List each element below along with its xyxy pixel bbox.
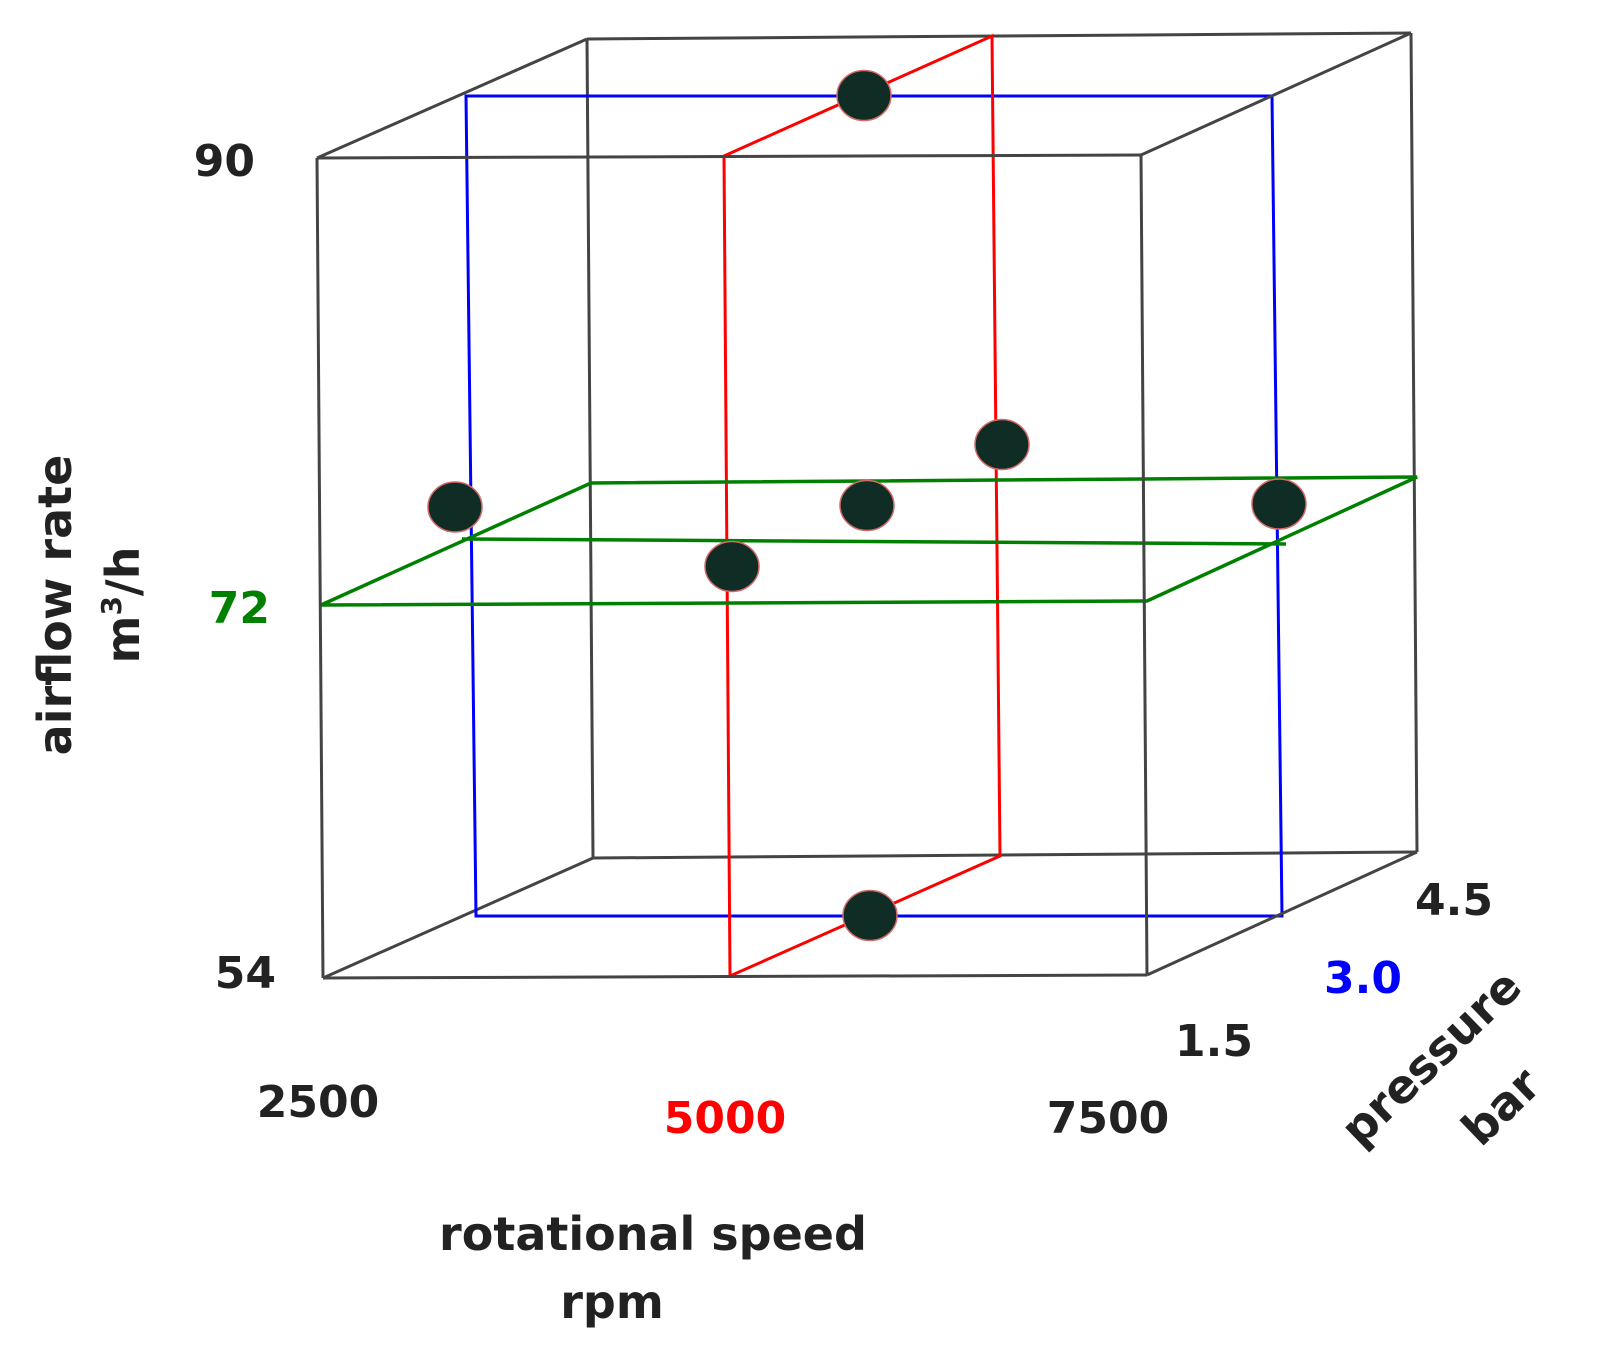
pressure-tick-max: 4.5 — [1415, 875, 1493, 926]
airflow-title-line1: airflow rate — [28, 455, 82, 756]
bottom-left-depth-edge — [322, 856, 594, 980]
airflow-plane-72 — [320, 475, 1418, 607]
airflow-plane-centerline — [461, 537, 1287, 546]
airflow-title-line2: m3/h — [95, 547, 150, 664]
front-left-edge — [315, 157, 325, 979]
speed-tick-min: 2500 — [257, 1077, 379, 1128]
airflow-tick-min: 54 — [215, 948, 276, 999]
pressure-plane-3-0 — [464, 94, 1284, 918]
pressure-title-line2: bar — [1451, 1057, 1551, 1156]
speed-title-line2: rpm — [560, 1275, 664, 1329]
design-point-5 — [704, 540, 760, 593]
design-point-3 — [427, 481, 483, 533]
airflow-axis-title: airflow rate m3/h — [28, 455, 150, 756]
cube-front-frame — [315, 31, 1418, 980]
pressure-tick-mid: 3.0 — [1324, 953, 1402, 1004]
back-top-edge — [586, 31, 1412, 41]
top-left-depth-edge — [316, 37, 588, 160]
speed-tick-mid: 5000 — [664, 1093, 786, 1144]
design-point-6 — [974, 418, 1030, 471]
airflow-tick-max: 90 — [194, 136, 255, 187]
top-right-depth-edge — [1140, 31, 1412, 157]
speed-tick-max: 7500 — [1047, 1093, 1169, 1144]
airflow-unit-base: m — [96, 616, 150, 664]
design-point-1 — [836, 69, 892, 122]
front-top-edge — [316, 153, 1142, 160]
back-right-edge — [1409, 32, 1419, 853]
design-points — [427, 69, 1307, 942]
bottom-right-depth-edge — [1146, 850, 1418, 977]
front-bottom-edge — [322, 973, 1148, 980]
back-bottom-edge — [592, 850, 1418, 860]
airflow-unit-rest: /h — [96, 547, 150, 597]
speed-plane-5000 — [722, 33, 1002, 979]
pressure-tick-min: 1.5 — [1175, 1016, 1253, 1067]
airflow-tick-mid: 72 — [209, 583, 270, 634]
airflow-unit-sup: 3 — [95, 596, 128, 615]
design-point-4 — [1251, 478, 1307, 530]
speed-title-line1: rotational speed — [439, 1207, 867, 1261]
front-right-edge — [1139, 154, 1149, 976]
design-point-7 — [839, 479, 895, 532]
back-left-edge — [585, 38, 595, 859]
design-point-2 — [842, 889, 898, 942]
